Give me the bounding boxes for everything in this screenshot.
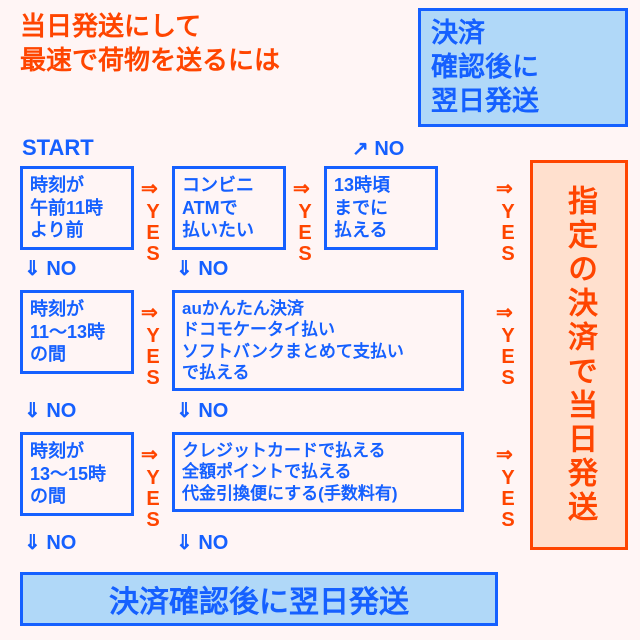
arrow-b2-down: ⇓ NO <box>176 398 228 423</box>
arrow-a3-right: ⇒YES <box>496 176 519 270</box>
arrow-b1-right: ⇒YES <box>141 300 164 394</box>
arrow-c2-right: ⇒YES <box>496 442 519 536</box>
node-time-11-13: 時刻が 11〜13時 の間 <box>20 290 134 374</box>
arrow-a1-right: ⇒YES <box>141 176 164 270</box>
node-creditcard-etc: クレジットカードで払える 全額ポイントで払える 代金引換便にする(手数料有) <box>172 432 464 512</box>
node-pay-by-13: 13時頃 までに 払える <box>324 166 438 250</box>
node-carrier-pay: auかんたん決済 ドコモケータイ払い ソフトバンクまとめて支払い で払える <box>172 290 464 391</box>
arrow-a1-down: ⇓ NO <box>24 256 76 281</box>
arrow-c1-right: ⇒YES <box>141 442 164 536</box>
outcome-next-day-bottom: 決済確認後に翌日発送 <box>20 572 498 626</box>
page-title: 当日発送にして 最速で荷物を送るには <box>20 10 280 78</box>
arrow-a2-down: ⇓ NO <box>176 256 228 281</box>
node-conbini-atm: コンビニ ATMで 払いたい <box>172 166 286 250</box>
arrow-a3-no-diag: ↗ NO <box>352 136 404 161</box>
outcome-same-day: 指定の決済で当日発送 <box>530 160 628 550</box>
node-time-before-11: 時刻が 午前11時 より前 <box>20 166 134 250</box>
arrow-b2-right: ⇒YES <box>496 300 519 394</box>
arrow-b1-down: ⇓ NO <box>24 398 76 423</box>
arrow-c2-down: ⇓ NO <box>176 530 228 555</box>
outcome-next-day-corner: 決済 確認後に 翌日発送 <box>418 8 628 127</box>
node-time-13-15: 時刻が 13〜15時 の間 <box>20 432 134 516</box>
arrow-c1-down: ⇓ NO <box>24 530 76 555</box>
arrow-a2-right: ⇒YES <box>293 176 316 270</box>
start-label: START <box>22 135 94 161</box>
